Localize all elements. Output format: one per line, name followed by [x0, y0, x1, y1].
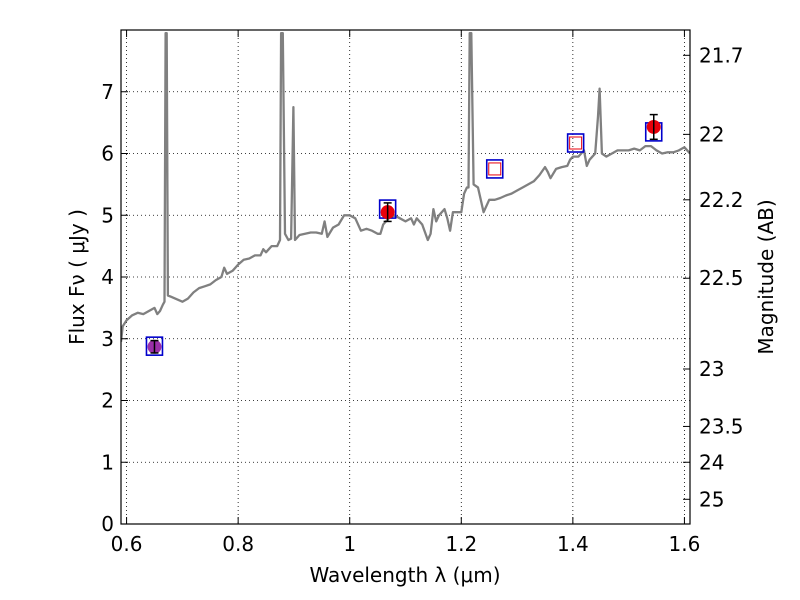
y-tick-label: 0	[101, 512, 114, 536]
x-tick-label: 1.4	[557, 532, 589, 556]
y-tick-label: 6	[101, 142, 114, 166]
y2-tick-label: 22.2	[699, 188, 744, 212]
spectrum-line	[121, 31, 690, 342]
y2-tick-label: 21.7	[699, 43, 744, 67]
y-tick-label: 7	[101, 80, 114, 104]
y-tick-label: 5	[101, 203, 114, 227]
x-tick-label: 1	[343, 532, 356, 556]
axis-ticks: 0.6 0.8 1 1.2 1.4 1.60123456721.72222.222.523…	[101, 30, 744, 556]
x-tick-label: 0.8	[222, 532, 254, 556]
model-flux-box	[145, 336, 164, 356]
y2-tick-label: 23	[699, 357, 724, 381]
model-spectrum	[121, 31, 690, 342]
x-axis-label: Wavelength λ (μm)	[309, 563, 500, 587]
y-tick-label: 1	[101, 450, 114, 474]
model-flux-box	[485, 159, 504, 179]
y2-tick-label: 22.5	[699, 266, 744, 290]
photometry-markers	[145, 113, 663, 356]
x-tick-label: 1.6	[669, 532, 701, 556]
y2-tick-label: 24	[699, 450, 724, 474]
model-flux-box	[566, 133, 585, 153]
y-tick-label: 2	[101, 389, 114, 413]
y2-tick-label: 25	[699, 487, 724, 511]
upper-limit-marker	[488, 162, 502, 176]
y-tick-label: 4	[101, 265, 114, 289]
y2-axis-label: Magnitude (AB)	[754, 199, 778, 354]
x-tick-label: 0.6	[111, 532, 143, 556]
y2-tick-label: 23.5	[699, 414, 744, 438]
upper-limit-marker	[569, 136, 583, 150]
y2-tick-label: 22	[699, 122, 724, 146]
grid-lines	[121, 30, 690, 524]
x-tick-label: 1.2	[445, 532, 477, 556]
y-axis-label: Flux Fν ( μJy )	[65, 209, 89, 345]
y-tick-label: 3	[101, 327, 114, 351]
